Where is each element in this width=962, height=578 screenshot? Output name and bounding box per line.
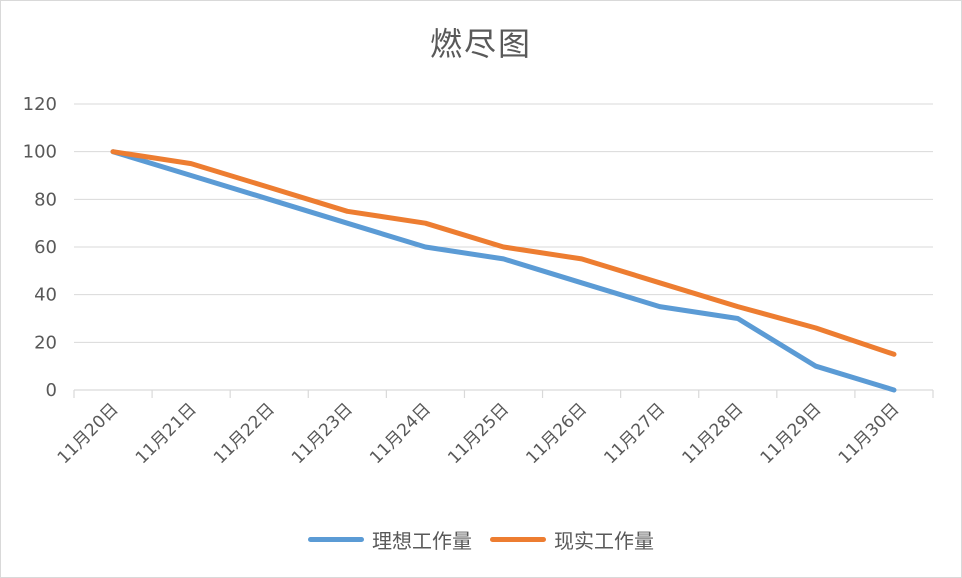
legend-swatch-actual (490, 537, 546, 542)
x-tick-label: 11月20日 (54, 399, 123, 468)
y-tick-label: 100 (23, 142, 57, 163)
series-line-0 (110, 149, 897, 393)
chart-title: 燃尽图 (429, 25, 532, 63)
legend-label-ideal: 理想工作量 (372, 529, 472, 553)
x-tick-label: 11月29日 (757, 399, 826, 468)
x-tick-label: 11月21日 (132, 399, 201, 468)
x-tick-label: 11月23日 (288, 399, 357, 468)
y-tick-label: 40 (34, 285, 57, 306)
y-axis-ticks: 0 20 40 60 80 100 120 (23, 94, 57, 401)
legend-swatch-ideal (308, 537, 364, 542)
y-tick-label: 20 (34, 332, 57, 353)
legend-label-actual: 现实工作量 (554, 529, 654, 553)
legend-item-actual: 现实工作量 (490, 525, 654, 554)
x-tick-label: 11月27日 (600, 399, 669, 468)
y-tick-label: 80 (34, 189, 57, 210)
legend: 理想工作量 现实工作量 (1, 525, 961, 554)
x-tick-label: 11月28日 (679, 399, 748, 468)
x-axis (73, 389, 934, 398)
series-lines (110, 149, 897, 393)
x-axis-ticks: 11月20日 11月21日 11月22日 11月23日 11月24日 11月25日 11月2… (54, 399, 904, 468)
x-tick-label: 11月24日 (366, 399, 435, 468)
legend-item-ideal: 理想工作量 (308, 525, 472, 554)
y-tick-label: 120 (23, 94, 57, 115)
y-tick-label: 0 (46, 380, 57, 401)
x-tick-label: 11月26日 (522, 399, 591, 468)
x-tick-label: 11月25日 (444, 399, 513, 468)
x-tick-label: 11月22日 (210, 399, 279, 468)
series-line-1 (110, 149, 897, 357)
gridlines (74, 103, 933, 343)
x-tick-label: 11月30日 (835, 399, 904, 468)
y-tick-label: 60 (34, 237, 57, 258)
